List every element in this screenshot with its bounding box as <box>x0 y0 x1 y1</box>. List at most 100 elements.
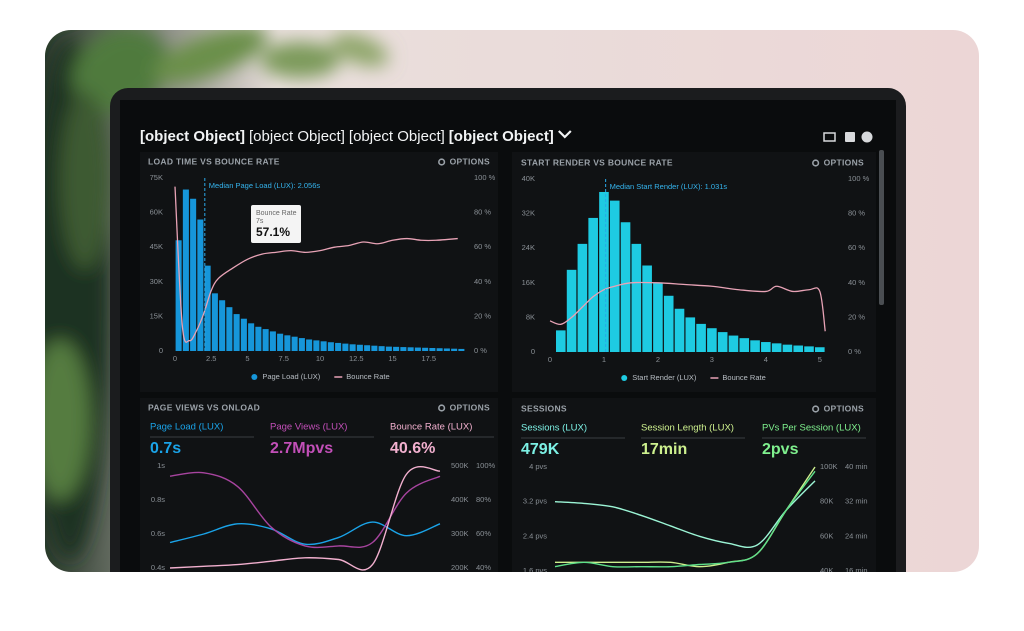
histogram-bar <box>458 348 465 351</box>
options-button[interactable]: OPTIONS <box>450 156 490 166</box>
x-tick-label: 0 <box>173 354 177 363</box>
panel <box>512 398 876 572</box>
histogram-bar <box>422 347 429 351</box>
options-button[interactable]: OPTIONS <box>824 403 864 413</box>
histogram-bar <box>226 307 233 351</box>
histogram-bar <box>663 295 674 352</box>
stat-label: Page Load (LUX) <box>150 422 223 433</box>
y-tick-label: 4 pvs <box>529 462 547 471</box>
histogram-bar <box>248 323 255 351</box>
x-tick-label: 0 <box>548 355 552 364</box>
histogram-bar <box>728 335 739 352</box>
y3-tick-label: 40 min <box>845 462 868 471</box>
median-label: Median Page Load (LUX): 2.056s <box>209 181 321 190</box>
histogram-bar <box>393 346 400 351</box>
panel-title: START RENDER VS BOUNCE RATE <box>521 157 673 167</box>
histogram-bar <box>436 348 443 351</box>
stat-label: PVs Per Session (LUX) <box>762 423 861 434</box>
histogram-bar <box>306 339 313 351</box>
y2-tick-label: 20 % <box>474 311 491 320</box>
title-part: [object Object] <box>140 128 245 145</box>
histogram-bar <box>327 342 334 351</box>
histogram-bar <box>356 344 363 351</box>
y-tick-label: 1.6 pvs <box>523 566 547 575</box>
y2-tick-label: 0 % <box>848 347 861 356</box>
header-icons <box>823 131 873 143</box>
histogram-bar <box>451 348 458 351</box>
median-label: Median Start Render (LUX): 1.031s <box>610 182 728 191</box>
x-tick-label: 5 <box>818 355 822 364</box>
x-tick-label: 2 <box>656 355 660 364</box>
y2-tick-label: 80K <box>820 497 833 506</box>
x-tick-label: 3 <box>710 355 714 364</box>
histogram-bar <box>793 345 804 352</box>
y-tick-label: 60K <box>150 208 163 217</box>
histogram-bar <box>385 346 392 351</box>
histogram-bar <box>175 240 182 351</box>
y-tick-label: 0 <box>159 346 163 355</box>
legend-label: Bounce Rate <box>346 372 389 381</box>
stat-label: Session Length (LUX) <box>641 423 734 434</box>
histogram-bar <box>400 347 407 351</box>
legend-label: Start Render (LUX) <box>632 373 697 382</box>
gear-icon <box>438 158 446 166</box>
stat-label: Sessions (LUX) <box>521 423 587 434</box>
histogram-bar <box>555 330 566 352</box>
y-tick-label: 3.2 pvs <box>523 497 547 506</box>
histogram-bar <box>349 344 356 351</box>
histogram-bar <box>414 347 421 351</box>
y-tick-label: 75K <box>150 173 163 182</box>
tooltip-x: 7s <box>256 218 264 225</box>
options-button[interactable]: OPTIONS <box>450 402 490 412</box>
y2-tick-label: 100K <box>820 462 838 471</box>
histogram-bar <box>429 348 436 351</box>
y3-tick-label: 80% <box>476 495 491 504</box>
histogram-bar <box>588 217 598 352</box>
tooltip-title: Bounce Rate <box>256 210 297 217</box>
histogram-bar <box>642 265 652 352</box>
y-tick-label: 15K <box>150 311 163 320</box>
histogram-bar <box>620 222 631 352</box>
y2-tick-label: 100 % <box>474 173 496 182</box>
histogram-bar <box>335 342 342 351</box>
histogram-bar <box>782 344 793 352</box>
y3-tick-label: 40% <box>476 563 491 572</box>
y2-tick-label: 200K <box>451 563 469 572</box>
scrollbar[interactable] <box>879 150 884 305</box>
histogram-bar <box>378 346 385 351</box>
histogram-bar <box>277 333 284 351</box>
x-tick-label: 10 <box>316 354 324 363</box>
histogram-bar <box>631 243 642 352</box>
title-part: [object Object] <box>449 128 554 145</box>
histogram-bar <box>609 200 620 352</box>
options-button[interactable]: OPTIONS <box>824 157 864 167</box>
y2-tick-label: 300K <box>451 529 469 538</box>
histogram-bar <box>750 340 760 352</box>
histogram-bar <box>761 342 771 352</box>
histogram-bar <box>371 345 378 351</box>
histogram-bar <box>313 340 320 351</box>
histogram-bar <box>696 323 706 352</box>
y2-tick-label: 0 % <box>474 346 487 355</box>
histogram-bar <box>707 328 717 352</box>
y-tick-label: 0.8s <box>151 495 165 504</box>
histogram-bar <box>262 329 269 351</box>
histogram-bar <box>364 345 371 351</box>
card: [object Object] [object Object] [object Ob… <box>45 30 979 575</box>
histogram-bar <box>219 300 226 351</box>
x-tick-label: 2.5 <box>206 354 216 363</box>
stat-label: Page Views (LUX) <box>270 422 347 433</box>
x-tick-label: 12.5 <box>349 354 364 363</box>
stat-value: 17min <box>641 441 687 458</box>
bounce-rate-line <box>174 186 458 343</box>
y2-tick-label: 80 % <box>474 208 491 217</box>
dashboard-title: [object Object] [object Object] [object Ob… <box>140 128 554 145</box>
y3-tick-label: 100% <box>476 461 496 470</box>
series-line <box>554 480 816 548</box>
histogram-bar <box>443 348 450 351</box>
y3-tick-label: 24 min <box>845 531 868 540</box>
y2-tick-label: 80 % <box>848 209 865 218</box>
histogram-bar <box>190 198 197 351</box>
